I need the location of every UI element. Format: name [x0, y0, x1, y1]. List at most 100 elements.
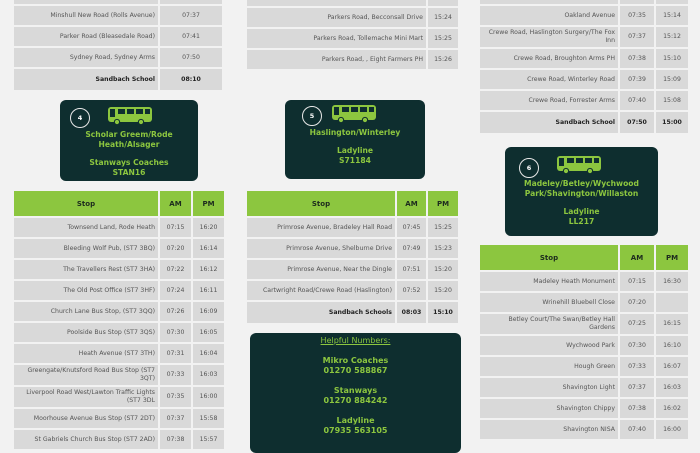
stop-name: Shavington Chippy	[480, 399, 618, 418]
stop-name: The Travellers Rest (ST7 3HA)	[14, 260, 158, 279]
pm-time	[656, 293, 688, 312]
column-header-pm: PM	[193, 191, 224, 216]
table-row: Primrose Avenue, Shelburne Drive 07:49 15:…	[247, 239, 458, 258]
stop-name: Betley Court/The Swan/Betley Hall Garden…	[480, 314, 618, 334]
table-row: Primrose Avenue, Bradeley Hall Road 07:45…	[247, 218, 458, 237]
pm-time: 16:10	[656, 336, 688, 355]
helpful-numbers-title: Helpful Numbers:	[320, 336, 391, 345]
stop-name: The Old Post Office (ST7 3HF)	[14, 281, 158, 300]
column-header-stop: Stop	[14, 191, 158, 216]
route-timetable: Stop AM PM Primrose Avenue, Bradeley Hall R…	[247, 191, 458, 323]
route-code: LL217	[568, 217, 595, 226]
am-time	[160, 0, 222, 4]
contact: Stanways 01270 884242	[250, 386, 461, 406]
route-card: 5 Haslington/Winterley Ladyline S71184	[285, 100, 425, 179]
route-name: Madeley/Betley/Wychwood Park/Shavington/…	[524, 179, 639, 198]
table-row: Madeley Heath Monument 07:15 16:30	[480, 272, 688, 291]
am-time: 07:49	[397, 239, 426, 258]
table-row: Shavington NISA 07:40 16:00	[480, 420, 688, 439]
table-row: Crewe Road, Broughton Arms PH 07:38 15:10	[480, 49, 688, 68]
column-header-stop: Stop	[480, 245, 618, 270]
table-row: Crewe Road, Forrester Arms 07:40 15:08	[480, 91, 688, 110]
helpful-numbers-box: Helpful Numbers: Mikro Coaches 01270 58886…	[250, 333, 461, 453]
bus-icon	[331, 104, 377, 127]
pm-time: 16:07	[656, 357, 688, 376]
table-row: Parkers Road, Tollemache Mini Mart 15:25	[247, 29, 458, 48]
pm-time: 16:02	[656, 399, 688, 418]
am-time: 07:35	[620, 6, 654, 25]
table-row: Cartwright Road/Crewe Road (Haslington) 0…	[247, 281, 458, 300]
pm-time: 15:14	[656, 6, 688, 25]
am-time: 07:30	[620, 336, 654, 355]
stop-name: Parkers Road, Becconsall Drive	[247, 8, 426, 27]
stop-name: Moorhouse Avenue Bus Stop (ST7 2DT)	[14, 409, 158, 428]
am-time: 07:38	[620, 399, 654, 418]
pm-time: 15:25	[428, 218, 458, 237]
stop-name: Heath Avenue (ST7 3TH)	[14, 344, 158, 363]
table-row	[14, 0, 222, 4]
table-header: Stop AM PM	[480, 245, 688, 270]
table-row: Minshull New Road (Rolls Avenue) 07:37	[14, 6, 222, 25]
stop-name: Crewe Road, Winterley Road	[480, 70, 618, 89]
stop-name: Minshull New Road (Rolls Avenue)	[14, 6, 158, 25]
bus-icon	[107, 106, 153, 129]
stop-name: Greengate/Knutsford Road Bus Stop (ST7 3…	[14, 365, 158, 385]
route-operator: Stanways Coaches	[89, 158, 169, 167]
column-header-pm: PM	[656, 245, 688, 270]
contact: Ladyline 07935 563105	[250, 416, 461, 436]
table-row: Heath Avenue (ST7 3TH) 07:31 16:04	[14, 344, 224, 363]
table-row: Parkers Road, Becconsall Drive 15:24	[247, 8, 458, 27]
am-time: 07:26	[160, 302, 191, 321]
pm-time: 15:23	[428, 239, 458, 258]
stop-name: Parkers Road, , Eight Farmers PH	[247, 50, 426, 69]
pm-time: 16:30	[656, 272, 688, 291]
am-time: 07:22	[160, 260, 191, 279]
pm-time: 15:00	[656, 112, 688, 133]
contact-name: Ladyline	[336, 416, 375, 425]
pm-time: 16:03	[193, 365, 224, 385]
pm-time: 16:00	[193, 387, 224, 407]
table-row: Shavington Light 07:37 16:03	[480, 378, 688, 397]
stop-name: Parker Road (Bleasedale Road)	[14, 27, 158, 46]
table-header: Stop AM PM	[14, 191, 224, 216]
am-time: 07:31	[160, 344, 191, 363]
am-time: 07:37	[160, 6, 222, 25]
am-time: 08:10	[160, 69, 222, 90]
am-time: 07:38	[620, 49, 654, 68]
contact-name: Stanways	[333, 386, 378, 395]
am-time: 07:41	[160, 27, 222, 46]
table-row: Wychwood Park 07:30 16:10	[480, 336, 688, 355]
stop-name: Crewe Road, Forrester Arms	[480, 91, 618, 110]
pm-time: 16:20	[193, 218, 224, 237]
table-row: Betley Court/The Swan/Betley Hall Garden…	[480, 314, 688, 334]
route-number-badge: 6	[519, 158, 539, 178]
stop-name: Primrose Avenue, Near the Dingle	[247, 260, 395, 279]
stop-name	[480, 0, 618, 4]
route-code: STAN16	[112, 168, 146, 177]
route-code: S71184	[339, 156, 371, 165]
am-time: 07:15	[620, 272, 654, 291]
table-row: Sandbach School 08:10	[14, 69, 222, 90]
pm-time: 16:15	[656, 314, 688, 334]
table-row: Sydney Road, Sydney Arms 07:50	[14, 48, 222, 67]
am-time: 07:33	[160, 365, 191, 385]
am-time: 07:30	[160, 323, 191, 342]
pm-time: 15:58	[193, 409, 224, 428]
pm-time: 16:12	[193, 260, 224, 279]
top-timetable: Parkers Road, Becconsall Drive 15:24 Parke…	[247, 0, 458, 69]
route-name: Scholar Greem/Rode Heath/Alsager	[85, 130, 173, 149]
table-row: Townsend Land, Rode Heath 07:15 16:20	[14, 218, 224, 237]
table-row: Shavington Chippy 07:38 16:02	[480, 399, 688, 418]
pm-time: 15:08	[656, 91, 688, 110]
stop-name: Bleeding Wolf Pub, (ST7 3BQ)	[14, 239, 158, 258]
table-row: Poolside Bus Stop (ST7 3QS) 07:30 16:05	[14, 323, 224, 342]
column-header-pm: PM	[428, 191, 458, 216]
am-time: 07:50	[620, 112, 654, 133]
am-time: 07:45	[397, 218, 426, 237]
stop-name: Sandbach School	[14, 69, 158, 90]
pm-time	[428, 0, 458, 6]
am-time: 07:51	[397, 260, 426, 279]
stop-name: Poolside Bus Stop (ST7 3QS)	[14, 323, 158, 342]
table-row	[480, 0, 688, 4]
route-operator: Ladyline	[563, 207, 600, 216]
